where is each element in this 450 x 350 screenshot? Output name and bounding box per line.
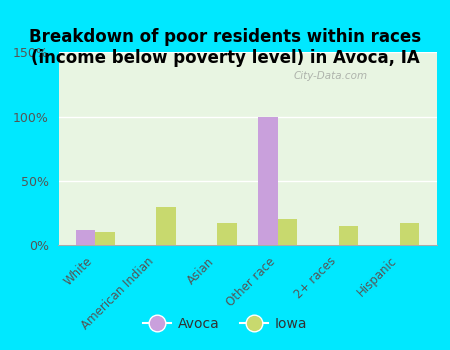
Bar bbox=[258, 117, 278, 245]
Bar bbox=[156, 206, 176, 245]
Text: City-Data.com: City-Data.com bbox=[293, 71, 368, 80]
Bar bbox=[339, 226, 358, 245]
Bar bbox=[76, 230, 95, 245]
Bar bbox=[278, 219, 297, 245]
Text: Breakdown of poor residents within races
(income below poverty level) in Avoca, : Breakdown of poor residents within races… bbox=[29, 28, 421, 67]
Bar bbox=[95, 232, 115, 245]
Bar bbox=[400, 223, 419, 245]
Bar bbox=[217, 223, 237, 245]
Legend: Avoca, Iowa: Avoca, Iowa bbox=[137, 311, 313, 336]
